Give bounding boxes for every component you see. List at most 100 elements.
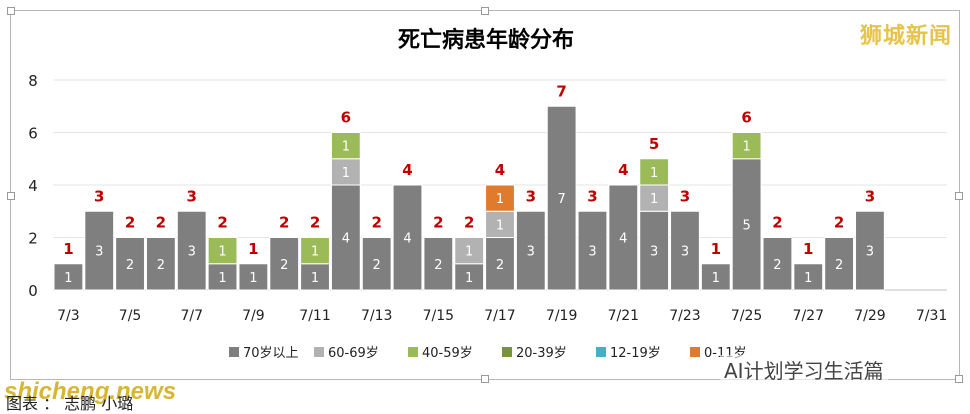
total-label: 1 <box>63 240 73 258</box>
x-tick-label: 7/7 <box>180 308 203 324</box>
y-tick-label: 0 <box>28 282 38 300</box>
data-label: 3 <box>650 245 658 260</box>
data-label: 1 <box>64 271 72 286</box>
x-tick-label: 7/21 <box>608 308 639 324</box>
legend-swatch <box>314 347 324 357</box>
total-label: 3 <box>865 187 875 205</box>
data-label: 1 <box>496 218 504 233</box>
bar-segment <box>577 210 608 291</box>
chart-title: 死亡病患年龄分布 <box>398 27 574 53</box>
total-label: 2 <box>279 214 289 232</box>
data-label: 4 <box>619 232 627 247</box>
bar-segment <box>84 210 115 291</box>
data-label: 1 <box>465 271 473 286</box>
resize-handle-bottom[interactable] <box>481 375 489 383</box>
data-label: 2 <box>373 258 381 273</box>
total-label: 2 <box>371 214 381 232</box>
y-tick-label: 8 <box>28 72 38 90</box>
total-label: 1 <box>248 240 258 258</box>
data-label: 1 <box>249 271 257 286</box>
bar-segment <box>53 263 84 291</box>
resize-handle-left[interactable] <box>7 192 15 200</box>
y-tick-label: 2 <box>28 230 38 248</box>
total-label: 3 <box>526 187 536 205</box>
bar-segment <box>238 263 269 291</box>
bar-segment <box>361 237 392 291</box>
bar-segment <box>670 210 700 291</box>
bar-segment <box>207 237 238 265</box>
data-label: 1 <box>650 166 658 181</box>
y-tick-label: 4 <box>28 177 38 195</box>
total-label: 3 <box>587 187 597 205</box>
total-label: 3 <box>94 187 104 205</box>
legend-label: 40-59岁 <box>422 346 473 361</box>
bar-segment <box>608 184 639 291</box>
total-label: 1 <box>803 240 813 258</box>
data-label: 1 <box>465 245 473 260</box>
legend-label: 60-69岁 <box>328 346 379 361</box>
bar-segment <box>423 237 454 291</box>
legend-swatch <box>690 347 700 357</box>
bar-segment <box>855 210 885 291</box>
total-label: 6 <box>341 109 351 127</box>
data-label: 1 <box>342 166 350 181</box>
total-label: 4 <box>402 161 412 179</box>
resize-handle-corner-tl[interactable] <box>7 7 15 15</box>
total-label: 7 <box>556 82 566 100</box>
chart-canvas: 死亡病患年龄分布 0 2 4 6 8 1 1 7/3 3 3 2 2 7/5 2 2 3 3 7/7 1 1 2 1 1 7/9… <box>28 27 947 361</box>
data-label: 3 <box>188 245 196 260</box>
x-tick-label: 7/17 <box>484 308 515 324</box>
bar-segment <box>115 237 145 291</box>
data-label: 2 <box>157 258 165 273</box>
x-tick-label: 7/29 <box>854 308 885 324</box>
total-label: 2 <box>310 214 320 232</box>
total-label: 2 <box>156 214 166 232</box>
total-label: 2 <box>834 214 844 232</box>
resize-handle-top[interactable] <box>481 7 489 15</box>
data-label: 2 <box>773 258 781 273</box>
total-label: 2 <box>433 214 443 232</box>
bar-segment <box>700 263 731 291</box>
bar-segment <box>300 263 330 291</box>
legend-swatch <box>229 347 239 357</box>
data-label: 1 <box>650 192 658 207</box>
data-label: 3 <box>681 245 689 260</box>
total-label: 1 <box>711 240 721 258</box>
total-label: 6 <box>741 109 751 127</box>
chart-caption: 图表 ： 志鹏 小璐 <box>6 394 134 413</box>
bar-segment <box>731 132 762 160</box>
resize-handle-right[interactable] <box>955 192 963 200</box>
bar-segment <box>300 237 330 265</box>
y-tick-label: 6 <box>28 125 38 143</box>
chart-frame: 死亡病患年龄分布 0 2 4 6 8 1 1 7/3 3 3 2 2 7/5 2 2 3 3 7/7 1 1 2 1 1 7/9… <box>7 7 963 383</box>
x-tick-label: 7/23 <box>669 308 700 324</box>
x-tick-label: 7/19 <box>546 308 577 324</box>
bar-segment <box>639 210 670 291</box>
x-tick-label: 7/27 <box>793 308 824 324</box>
watermark-url: shicheng.news <box>4 378 177 405</box>
total-label: 4 <box>618 161 628 179</box>
total-label: 5 <box>649 135 659 153</box>
bar-segment <box>485 184 515 212</box>
legend-label: 20-39岁 <box>516 346 567 361</box>
bar-segment <box>330 158 361 186</box>
data-label: 3 <box>588 245 596 260</box>
data-label: 4 <box>403 232 411 247</box>
bar-segment <box>392 184 423 291</box>
resize-handle-corner-br[interactable] <box>955 375 963 383</box>
data-label: 3 <box>527 245 535 260</box>
x-tick-label: 7/31 <box>916 308 947 324</box>
data-label: 2 <box>835 258 843 273</box>
bar-segment <box>515 210 546 291</box>
x-tick-label: 7/13 <box>361 308 392 324</box>
data-label: 7 <box>558 192 566 207</box>
data-label: 1 <box>218 271 226 286</box>
bar-segment <box>269 237 300 291</box>
data-label: 2 <box>434 258 442 273</box>
data-label: 2 <box>280 258 288 273</box>
x-tick-label: 7/15 <box>423 308 454 324</box>
data-label: 2 <box>126 258 134 273</box>
data-label: 1 <box>804 271 812 286</box>
bar-segment <box>176 210 207 291</box>
bar-segment <box>762 237 793 291</box>
